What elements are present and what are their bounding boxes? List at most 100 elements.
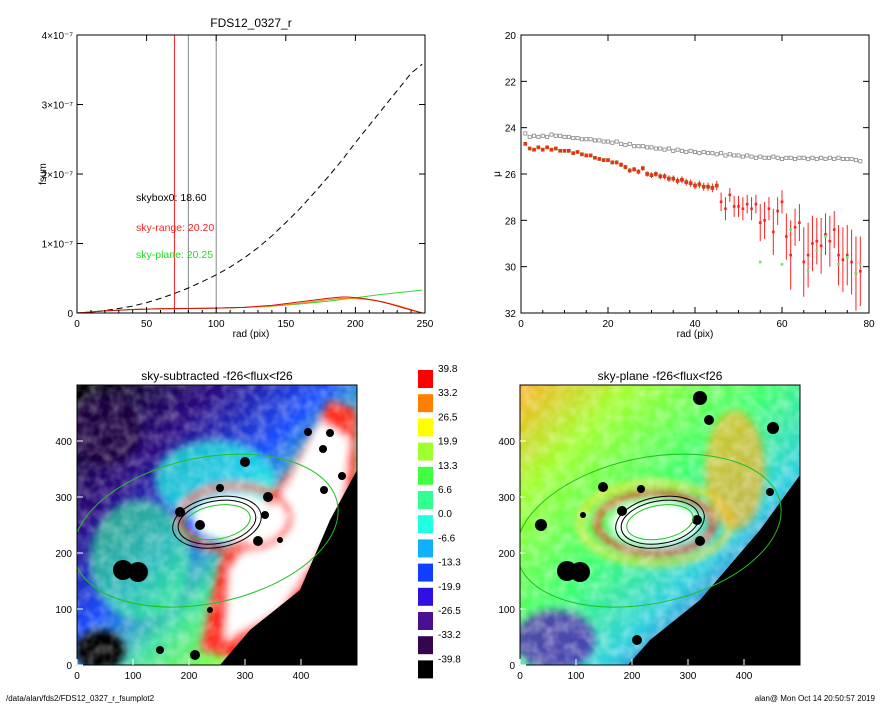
red-point [606, 158, 610, 162]
colorbar-label: -33.2 [438, 630, 461, 641]
aperture-ellipse-1 [615, 495, 705, 549]
gray-point [784, 155, 789, 160]
red-point [711, 186, 714, 190]
red-point [693, 184, 697, 187]
gray-point [719, 151, 724, 156]
sky-subtracted-image-panel: sky-subtracted -f26<flux<f26 [55, 369, 358, 682]
red-point [754, 202, 758, 206]
red-point [689, 181, 692, 185]
green-point [758, 260, 762, 264]
gray-point [671, 148, 676, 153]
sky-plane-image-panel: sky-plane -f26<flux<f26 [498, 369, 801, 682]
green-point [837, 263, 840, 266]
gray-point [840, 156, 845, 161]
gray-point [562, 134, 567, 139]
x-tick-label: 200 [347, 319, 364, 330]
gray-point [753, 155, 758, 160]
sky-subtracted-image [77, 385, 357, 665]
red-point [532, 148, 536, 151]
green-point [815, 249, 819, 252]
y-tick-label: 300 [55, 493, 72, 504]
gray-point [527, 134, 532, 139]
red-point [576, 150, 579, 154]
red-point [650, 173, 653, 177]
green-point [789, 228, 792, 231]
y-tick-label: 200 [498, 549, 515, 560]
x-tick-label: 0 [518, 319, 524, 330]
gray-point [575, 136, 580, 141]
gray-point [823, 156, 828, 161]
red-point [815, 239, 819, 243]
x-tick-label: 300 [680, 671, 697, 682]
gray-point [606, 139, 611, 144]
footer-timestamp: alan@ Mon Oct 14 20:50:57 2019 [754, 694, 875, 703]
gray-point [536, 134, 541, 139]
gray-point [732, 153, 737, 158]
fsum-ylabel: fsum [38, 163, 49, 185]
red-point [685, 180, 688, 184]
gray-point [632, 144, 637, 149]
fsum-xlabel: rad (pix) [233, 329, 270, 340]
sky-plane-ticks: 0 100 200 300 400 0 100 200 300 400 [498, 437, 752, 682]
colorbar-label: 39.8 [438, 364, 458, 375]
gray-point [636, 144, 641, 149]
gray-point [610, 140, 615, 145]
red-point [758, 221, 762, 224]
red-point [602, 158, 605, 162]
gray-point [523, 131, 528, 136]
colorbar-swatch [418, 563, 433, 582]
aperture-ellipse-3 [77, 453, 339, 608]
red-point [619, 163, 623, 167]
sky-range-annotation: sky-range: 20.20 [136, 222, 214, 234]
colorbar-label: -26.5 [438, 606, 461, 617]
red-point [567, 149, 571, 153]
red-point [789, 253, 792, 257]
red-point [811, 242, 814, 245]
red-point [541, 148, 545, 151]
red-point [628, 169, 632, 172]
y-tick-label: 30 [505, 263, 517, 274]
gray-point [810, 155, 815, 160]
gray-point [653, 146, 658, 151]
gray-point [701, 149, 706, 154]
colorbar-label: 6.6 [438, 485, 452, 496]
red-point [832, 228, 836, 231]
colorbar-label: 19.9 [438, 437, 458, 448]
red-point [772, 230, 775, 234]
aperture-ellipse-3 [520, 453, 782, 608]
colorbar-swatch [418, 636, 433, 655]
gray-point [584, 137, 589, 142]
red-point [798, 221, 801, 224]
green-point [845, 256, 849, 259]
x-tick-label: 400 [736, 671, 753, 682]
sky-plane-annotation: sky-plane: 20.25 [136, 249, 213, 261]
x-tick-label: 0 [517, 671, 523, 682]
y-tick-label: 100 [55, 605, 72, 616]
red-point [537, 146, 540, 149]
green-point [859, 263, 862, 266]
gray-point [780, 156, 785, 161]
red-point [637, 170, 640, 173]
gray-point [736, 153, 741, 158]
gray-point [706, 151, 711, 156]
aperture-ellipse-1 [172, 495, 262, 549]
gray-point [693, 149, 698, 154]
mu-plot-frame [520, 34, 870, 314]
gray-point [766, 155, 771, 160]
red-point [767, 207, 771, 211]
fsum-ticks: 0 50 100 150 200 250 0 1×10⁻⁷ 2×10⁻⁷ 3×10⁻⁷ 4×10⁻⁷ [42, 31, 434, 330]
red-point [745, 202, 749, 206]
sky-subtracted-frame [76, 384, 358, 666]
y-tick-label: 26 [505, 170, 517, 181]
y-tick-label: 28 [505, 216, 517, 227]
gray-point [623, 143, 628, 148]
red-point [763, 219, 766, 222]
gray-point [579, 137, 584, 142]
colorbar-swatch [418, 466, 433, 485]
gray-point [675, 147, 680, 152]
red-point [624, 165, 627, 169]
fsum-panel: FDS12_0327_r 0 50 100 150 200 250 0 1×10⁻⁷ 2×10⁻… [38, 16, 434, 340]
gray-point [553, 133, 558, 138]
gray-point [588, 137, 593, 142]
x-tick-label: 0 [74, 671, 80, 682]
